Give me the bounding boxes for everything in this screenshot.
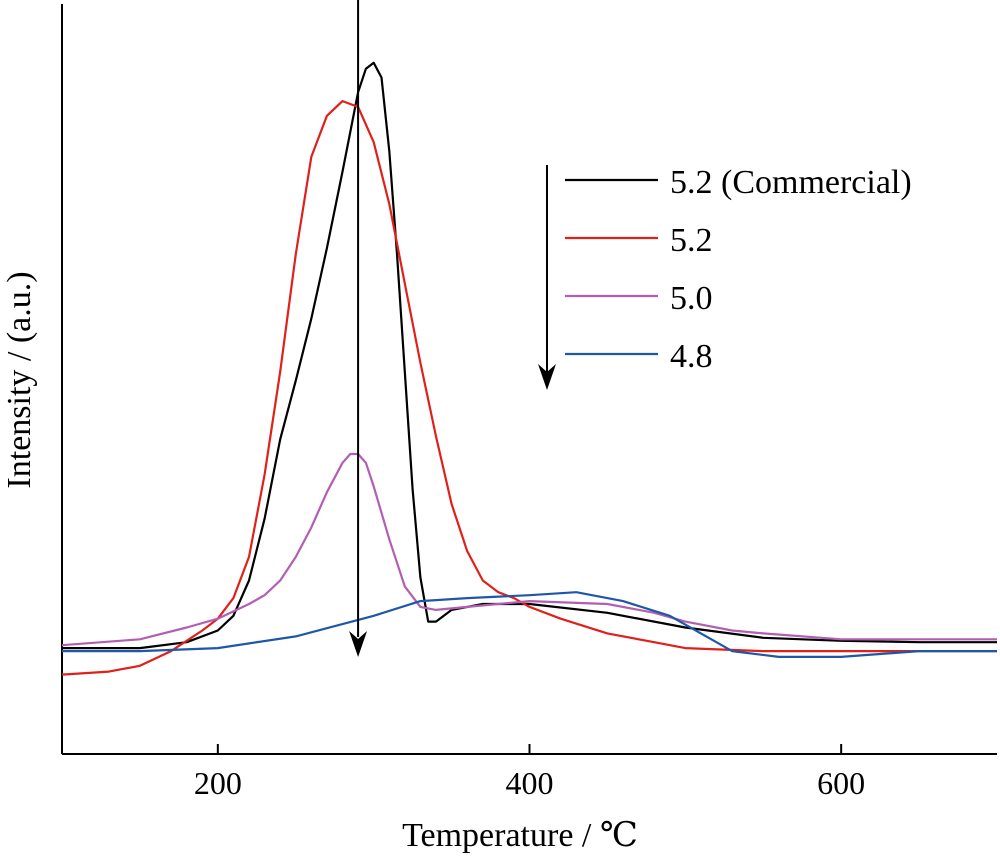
legend-label-0: 5.2 (Commercial) [670, 164, 912, 201]
x-tick-label: 600 [817, 765, 865, 801]
legend-order-arrow-head [538, 364, 556, 390]
legend-label-2: 5.0 [670, 280, 713, 317]
ticks-group: 200 400 600 [194, 744, 865, 801]
y-axis-label: Intensity / (a.u.) [1, 271, 38, 488]
x-tick-label: 200 [194, 765, 242, 801]
x-axis-label: Temperature / ℃ [402, 817, 638, 854]
series-line-2 [61, 452, 997, 647]
series-line-3 [62, 591, 997, 658]
series-group [61, 61, 997, 676]
annotation-group [349, 0, 368, 657]
x-tick-label: 400 [506, 765, 554, 801]
series-line-0 [62, 61, 997, 650]
legend-group: 5.2 (Commercial) 5.2 5.0 4.8 [538, 164, 912, 390]
series-line-1 [61, 100, 997, 676]
legend-label-3: 4.8 [670, 338, 713, 375]
legend-label-1: 5.2 [670, 222, 713, 259]
annotation-arrow-head-0 [349, 630, 368, 657]
